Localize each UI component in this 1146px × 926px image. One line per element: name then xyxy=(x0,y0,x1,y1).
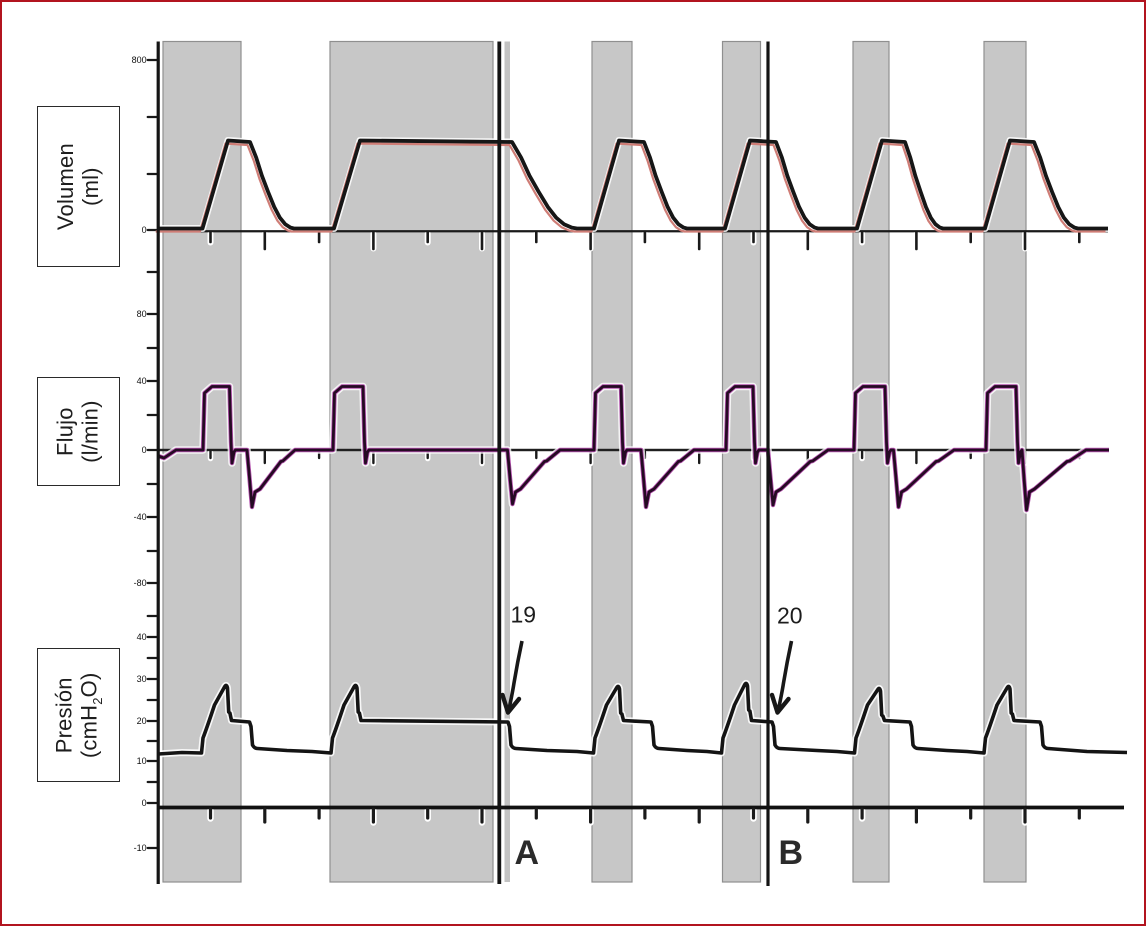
svg-text:40: 40 xyxy=(137,376,147,386)
svg-text:0: 0 xyxy=(142,798,147,808)
svg-text:800: 800 xyxy=(132,55,147,65)
svg-text:-40: -40 xyxy=(134,512,147,522)
svg-text:30: 30 xyxy=(137,674,147,684)
svg-text:-80: -80 xyxy=(134,578,147,588)
svg-text:10: 10 xyxy=(137,756,147,766)
svg-text:40: 40 xyxy=(137,632,147,642)
svg-text:B: B xyxy=(779,834,804,872)
svg-text:-10: -10 xyxy=(134,843,147,853)
svg-text:A: A xyxy=(515,834,540,872)
svg-text:20: 20 xyxy=(777,603,803,629)
svg-text:19: 19 xyxy=(511,602,537,628)
svg-text:0: 0 xyxy=(142,445,147,455)
svg-text:0: 0 xyxy=(142,225,147,235)
svg-text:20: 20 xyxy=(137,716,147,726)
svg-text:80: 80 xyxy=(137,309,147,319)
